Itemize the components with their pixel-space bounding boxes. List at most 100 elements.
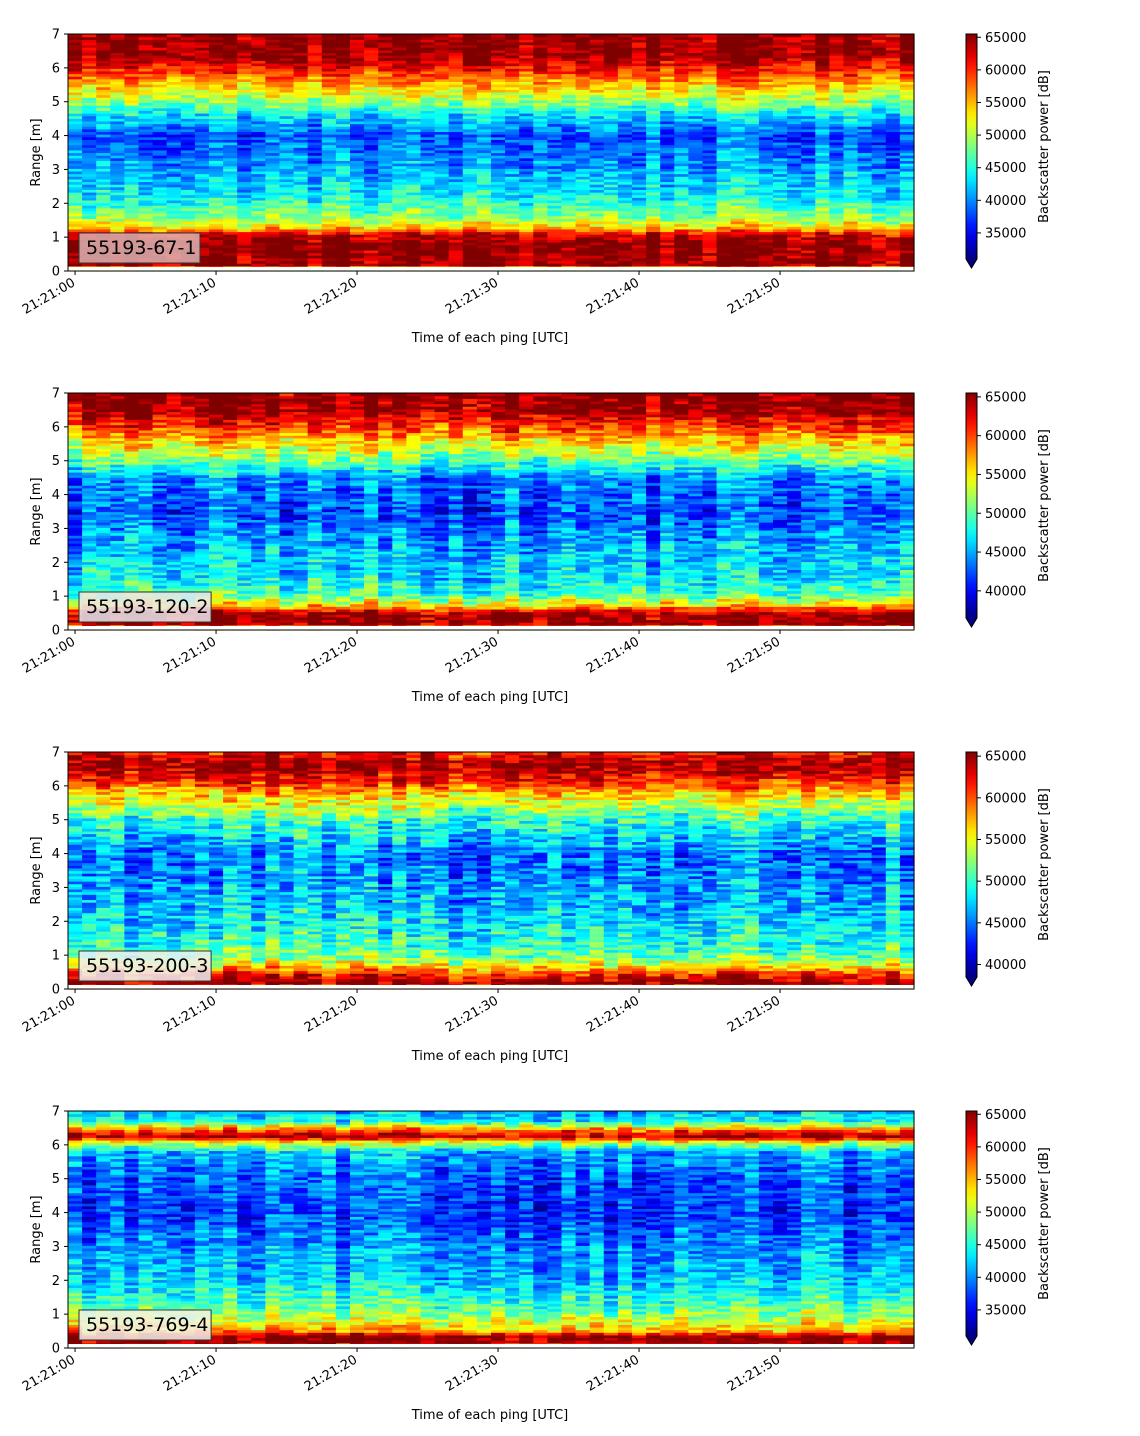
heatmap-cell bbox=[251, 102, 266, 106]
heatmap-cell bbox=[138, 123, 154, 127]
heatmap-cell bbox=[406, 84, 422, 88]
heatmap-cell bbox=[68, 168, 83, 172]
heatmap-cell bbox=[293, 89, 309, 93]
heatmap-cell bbox=[82, 113, 97, 117]
heatmap-cell bbox=[462, 192, 478, 196]
heatmap-cell bbox=[293, 155, 309, 159]
heatmap-cell bbox=[335, 107, 351, 111]
heatmap-cell bbox=[82, 213, 97, 217]
heatmap-cell bbox=[491, 199, 506, 204]
heatmap-cell bbox=[251, 68, 266, 72]
heatmap-cell bbox=[223, 62, 238, 67]
heatmap-cell bbox=[406, 236, 422, 240]
heatmap-cell bbox=[476, 213, 492, 217]
heatmap-cell bbox=[180, 152, 196, 156]
heatmap-cell bbox=[434, 260, 450, 264]
heatmap-cell bbox=[321, 176, 337, 180]
heatmap-cell bbox=[434, 73, 450, 77]
heatmap-cell bbox=[448, 97, 464, 101]
heatmap-cell bbox=[124, 86, 140, 90]
heatmap-cell bbox=[420, 113, 436, 117]
heatmap-cell bbox=[209, 184, 224, 188]
heatmap-cell bbox=[420, 94, 436, 98]
heatmap-cell bbox=[279, 36, 295, 40]
heatmap-cell bbox=[364, 176, 379, 180]
heatmap-cell bbox=[462, 73, 478, 77]
heatmap-cell bbox=[68, 184, 83, 188]
heatmap-cell bbox=[321, 78, 337, 82]
heatmap-cell bbox=[406, 186, 422, 190]
heatmap-cell bbox=[434, 176, 450, 180]
heatmap-cell bbox=[392, 128, 407, 133]
heatmap-cell bbox=[491, 234, 506, 238]
heatmap-cell bbox=[166, 57, 182, 61]
heatmap-cell bbox=[209, 157, 224, 161]
heatmap-cell bbox=[124, 78, 140, 82]
heatmap-cell bbox=[251, 255, 266, 259]
heatmap-cell bbox=[462, 202, 478, 206]
heatmap-cell bbox=[476, 139, 492, 143]
heatmap-cell bbox=[82, 215, 97, 219]
heatmap-cell bbox=[434, 215, 450, 219]
heatmap-cell bbox=[166, 118, 182, 122]
heatmap-cell bbox=[223, 120, 238, 125]
heatmap-cell bbox=[223, 131, 238, 135]
heatmap-cell bbox=[237, 236, 252, 240]
heatmap-cell bbox=[335, 44, 351, 48]
heatmap-cell bbox=[476, 49, 492, 54]
heatmap-cell bbox=[378, 155, 393, 159]
heatmap-cell bbox=[138, 170, 154, 175]
heatmap-cell bbox=[110, 113, 125, 117]
heatmap-cell bbox=[321, 207, 337, 212]
heatmap-cell bbox=[476, 223, 492, 227]
heatmap-cell bbox=[378, 234, 393, 238]
heatmap-cell bbox=[406, 144, 422, 148]
heatmap-cell bbox=[434, 178, 450, 183]
heatmap-cell bbox=[209, 194, 224, 198]
heatmap-cell bbox=[448, 89, 464, 93]
heatmap-cell bbox=[406, 97, 422, 101]
heatmap-cell bbox=[279, 168, 295, 172]
heatmap-cell bbox=[82, 126, 97, 130]
heatmap-cell bbox=[96, 62, 111, 67]
heatmap-cell bbox=[223, 155, 238, 159]
heatmap-cell bbox=[251, 231, 266, 235]
heatmap-cell bbox=[166, 192, 182, 196]
heatmap-cell bbox=[293, 139, 309, 143]
heatmap-cell bbox=[68, 247, 83, 251]
heatmap-cell bbox=[293, 199, 309, 204]
heatmap-cell bbox=[392, 168, 407, 172]
heatmap-cell bbox=[166, 78, 182, 82]
heatmap-cell bbox=[265, 68, 281, 72]
heatmap-cell bbox=[68, 73, 83, 77]
heatmap-cell bbox=[364, 39, 379, 43]
heatmap-cell bbox=[491, 168, 506, 172]
heatmap-cell bbox=[293, 242, 309, 246]
heatmap-cell bbox=[180, 97, 196, 101]
heatmap-cell bbox=[124, 94, 140, 98]
heatmap-cell bbox=[420, 99, 436, 104]
heatmap-cell bbox=[462, 199, 478, 204]
heatmap-cell bbox=[209, 94, 224, 98]
heatmap-cell bbox=[378, 57, 393, 61]
heatmap-cell bbox=[237, 192, 252, 196]
heatmap-cell bbox=[279, 236, 295, 240]
heatmap-cell bbox=[335, 126, 351, 130]
heatmap-cell bbox=[293, 128, 309, 133]
heatmap-cell bbox=[420, 131, 436, 135]
heatmap-cell bbox=[279, 252, 295, 256]
heatmap-cell bbox=[350, 247, 365, 251]
heatmap-cell bbox=[82, 149, 97, 154]
heatmap-cell bbox=[321, 155, 337, 159]
heatmap-cell bbox=[279, 213, 295, 217]
heatmap-cell bbox=[251, 218, 266, 222]
heatmap-cell bbox=[265, 139, 281, 143]
heatmap-cell bbox=[434, 249, 450, 254]
heatmap-cell bbox=[293, 110, 309, 114]
heatmap-cell bbox=[279, 173, 295, 177]
heatmap-cell bbox=[350, 165, 365, 169]
heatmap-cell bbox=[279, 176, 295, 180]
heatmap-cell bbox=[307, 76, 323, 80]
heatmap-cell bbox=[209, 44, 224, 48]
heatmap-cell bbox=[279, 228, 295, 233]
